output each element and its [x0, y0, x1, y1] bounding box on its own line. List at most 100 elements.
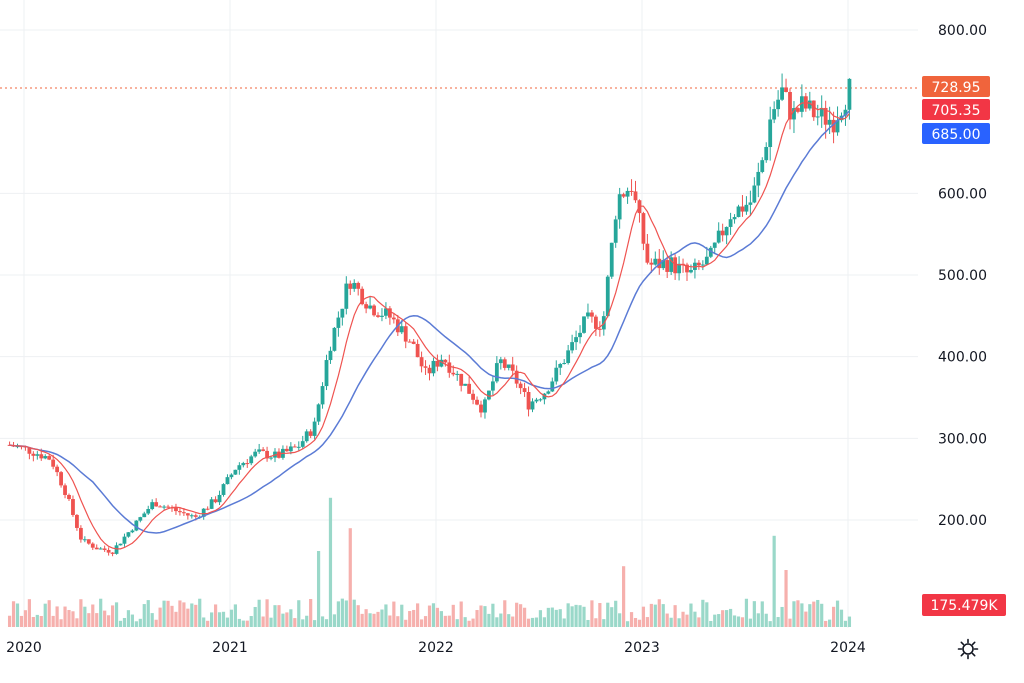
- candle[interactable]: [344, 276, 349, 315]
- settings-gear-icon[interactable]: [955, 636, 981, 662]
- candle[interactable]: [376, 312, 380, 318]
- candle[interactable]: [748, 190, 753, 216]
- candle[interactable]: [67, 493, 71, 502]
- candle[interactable]: [510, 356, 515, 377]
- candle[interactable]: [815, 104, 820, 126]
- candle[interactable]: [435, 354, 440, 372]
- candle[interactable]: [443, 359, 448, 367]
- candle[interactable]: [360, 286, 365, 306]
- candle[interactable]: [807, 91, 812, 111]
- candle[interactable]: [233, 469, 238, 475]
- candle[interactable]: [756, 162, 761, 198]
- candle[interactable]: [380, 308, 384, 322]
- candle[interactable]: [514, 365, 519, 388]
- candle[interactable]: [796, 107, 800, 114]
- candle[interactable]: [98, 547, 103, 550]
- candle[interactable]: [566, 344, 571, 365]
- candle[interactable]: [229, 473, 234, 480]
- candle[interactable]: [613, 215, 618, 248]
- candle[interactable]: [768, 106, 773, 161]
- candle[interactable]: [764, 142, 769, 163]
- candle[interactable]: [217, 490, 222, 506]
- candle[interactable]: [780, 73, 784, 102]
- candle[interactable]: [772, 101, 777, 124]
- candle[interactable]: [487, 390, 491, 401]
- candle[interactable]: [498, 356, 503, 370]
- candle[interactable]: [391, 313, 396, 324]
- candle[interactable]: [122, 533, 127, 547]
- candle[interactable]: [550, 377, 555, 393]
- candle[interactable]: [471, 389, 475, 405]
- candle[interactable]: [166, 504, 170, 508]
- candle[interactable]: [439, 354, 444, 368]
- candle[interactable]: [720, 223, 725, 242]
- candle[interactable]: [249, 454, 254, 466]
- candle[interactable]: [257, 443, 262, 454]
- candle[interactable]: [522, 382, 527, 397]
- candle[interactable]: [27, 447, 32, 460]
- candle[interactable]: [43, 454, 48, 460]
- candle[interactable]: [538, 398, 543, 402]
- candle[interactable]: [740, 195, 745, 217]
- candle[interactable]: [609, 242, 614, 279]
- candle[interactable]: [593, 314, 598, 337]
- candle[interactable]: [693, 258, 697, 279]
- candle[interactable]: [673, 254, 678, 280]
- candle[interactable]: [649, 258, 654, 274]
- candle[interactable]: [300, 435, 305, 450]
- candle[interactable]: [185, 512, 190, 520]
- candle[interactable]: [582, 316, 586, 334]
- candle[interactable]: [162, 504, 166, 510]
- candle[interactable]: [752, 177, 757, 204]
- candle[interactable]: [696, 260, 701, 270]
- candle[interactable]: [574, 330, 578, 350]
- candle[interactable]: [502, 357, 507, 371]
- candle[interactable]: [479, 400, 483, 418]
- candle[interactable]: [728, 212, 733, 235]
- candle[interactable]: [637, 199, 642, 223]
- candle[interactable]: [368, 296, 372, 310]
- candle[interactable]: [55, 464, 60, 477]
- candle[interactable]: [530, 398, 535, 413]
- candle[interactable]: [562, 359, 567, 365]
- candle[interactable]: [704, 246, 709, 265]
- candle[interactable]: [617, 187, 622, 229]
- candle[interactable]: [71, 495, 75, 517]
- candle[interactable]: [554, 360, 559, 385]
- candle[interactable]: [387, 306, 392, 325]
- candle[interactable]: [126, 532, 131, 538]
- candle[interactable]: [467, 376, 472, 394]
- candle[interactable]: [261, 447, 266, 452]
- candle[interactable]: [237, 462, 242, 475]
- candle[interactable]: [138, 516, 143, 523]
- candle[interactable]: [732, 214, 737, 224]
- candle[interactable]: [597, 321, 602, 337]
- candle[interactable]: [685, 262, 689, 281]
- candle[interactable]: [526, 386, 531, 417]
- candle[interactable]: [102, 545, 107, 552]
- candle[interactable]: [590, 309, 594, 323]
- candle[interactable]: [384, 302, 388, 320]
- candle[interactable]: [178, 508, 182, 516]
- candle[interactable]: [253, 448, 258, 458]
- candle[interactable]: [415, 339, 420, 358]
- candle[interactable]: [332, 327, 337, 352]
- candle[interactable]: [736, 204, 741, 218]
- candle[interactable]: [788, 88, 792, 130]
- candle[interactable]: [170, 505, 174, 512]
- candle[interactable]: [205, 506, 210, 511]
- candle[interactable]: [819, 95, 824, 128]
- candle[interactable]: [847, 78, 852, 120]
- candle[interactable]: [245, 458, 250, 468]
- candle[interactable]: [340, 308, 345, 326]
- candle[interactable]: [645, 234, 650, 265]
- candle[interactable]: [292, 444, 297, 448]
- candle[interactable]: [776, 90, 781, 117]
- candle[interactable]: [90, 542, 95, 551]
- candle[interactable]: [459, 373, 464, 392]
- candle[interactable]: [792, 101, 796, 134]
- candle[interactable]: [724, 226, 729, 245]
- candle[interactable]: [716, 222, 721, 244]
- candle[interactable]: [712, 242, 717, 253]
- candle[interactable]: [265, 446, 269, 462]
